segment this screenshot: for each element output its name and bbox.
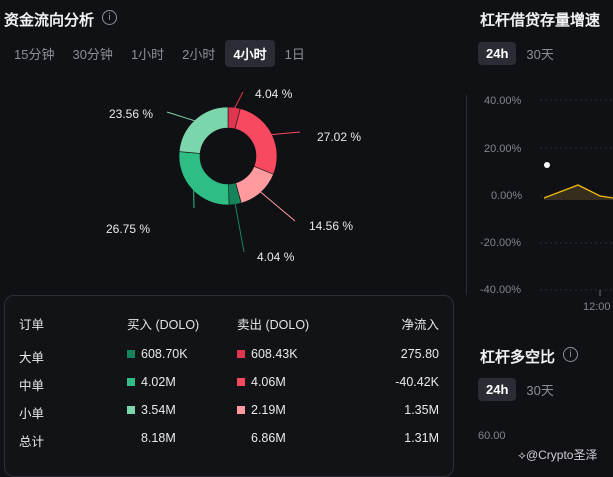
donut-leader-line (235, 202, 244, 252)
borrow-growth-chart (530, 90, 613, 315)
sell-value: 608.43K (251, 347, 298, 361)
header-sell: 卖出 (DOLO) (237, 314, 309, 333)
data-point (544, 162, 550, 168)
tab-1d[interactable]: 1日 (277, 40, 313, 67)
header-buy: 买入 (DOLO) (127, 314, 199, 333)
net-value: 275.80 (401, 347, 439, 361)
header-order: 订单 (19, 314, 44, 333)
interval-tabs: 15分钟 30分钟 1小时 2小时 4小时 1日 (6, 40, 315, 67)
y-axis-label: -40.00% (480, 284, 521, 296)
tab-1h[interactable]: 1小时 (123, 40, 172, 67)
y-axis-label: -20.00% (480, 237, 521, 249)
table-header: 订单 买入 (DOLO) 卖出 (DOLO) 净流入 (5, 314, 453, 334)
total-net: 1.31M (404, 431, 439, 445)
buy-value: 608.70K (141, 347, 188, 361)
info-icon[interactable]: i (563, 347, 578, 362)
y-axis-label: 0.00% (491, 190, 522, 202)
watermark-text: @Crypto圣泽 (526, 448, 598, 462)
x-axis-label: 12:00 (583, 301, 611, 313)
donut-label-sell-large: 4.04 % (255, 87, 292, 101)
donut-label-sell-small: 14.56 % (309, 219, 353, 233)
info-icon[interactable]: i (102, 10, 117, 25)
donut-leader-line (270, 132, 300, 135)
fund-flow-donut (0, 80, 460, 280)
donut-label-buy-medium: 26.75 % (106, 222, 150, 236)
total-sell: 6.86M (237, 431, 286, 445)
table-total-row: 总计 8.18M 6.86M 1.31M (5, 431, 453, 451)
borrow-growth-title: 杠杆借贷存量增速 (480, 9, 600, 30)
row-label: 大单 (19, 347, 44, 366)
donut-label-buy-large: 4.04 % (257, 250, 294, 264)
buy-value: 3.54M (141, 403, 176, 417)
tab-borrow-24h[interactable]: 24h (478, 42, 516, 65)
watermark-icon: ⟡ (518, 448, 526, 462)
table-row: 小单 3.54M 2.19M 1.35M (5, 403, 453, 423)
total-label: 总计 (19, 431, 44, 450)
tab-2h[interactable]: 2小时 (174, 40, 223, 67)
buy-color-swatch (127, 350, 135, 358)
table-row: 中单 4.02M 4.06M -40.42K (5, 375, 453, 395)
borrow-tabs: 24h 30天 (478, 40, 564, 67)
donut-segment-buy-small (179, 107, 228, 153)
sell-value: 2.19M (251, 403, 286, 417)
sell-color-swatch (237, 406, 245, 414)
buy-color-swatch (127, 406, 135, 414)
net-value: 1.35M (404, 403, 439, 417)
donut-leader-line (167, 112, 196, 121)
donut-label-buy-small: 23.56 % (109, 107, 153, 121)
sell-color-swatch (237, 378, 245, 386)
buy-value: 4.02M (141, 375, 176, 389)
donut-segment-sell-medium (235, 109, 277, 175)
series-area (544, 185, 613, 200)
donut-leader-line (259, 191, 295, 221)
watermark: ⟡@Crypto圣泽 (516, 446, 599, 463)
fund-flow-title: 资金流向分析 (4, 9, 94, 30)
tab-ratio-30d[interactable]: 30天 (518, 376, 561, 403)
ratio-tabs: 24h 30天 (478, 376, 564, 403)
header-net: 净流入 (401, 314, 439, 333)
tab-30m[interactable]: 30分钟 (64, 40, 120, 67)
tab-4h[interactable]: 4小时 (225, 40, 274, 67)
donut-label-sell-medium: 27.02 % (317, 130, 361, 144)
total-buy: 8.18M (127, 431, 176, 445)
tab-15m[interactable]: 15分钟 (6, 40, 62, 67)
y-axis-label: 40.00% (484, 95, 521, 107)
donut-segment-buy-medium (179, 152, 229, 205)
table-row: 大单 608.70K 608.43K 275.80 (5, 347, 453, 367)
ratio-y-axis-label: 60.00 (478, 430, 506, 442)
y-axis-label: 20.00% (484, 143, 521, 155)
long-short-ratio-title: 杠杆多空比 (480, 346, 555, 367)
row-label: 中单 (19, 375, 44, 394)
tab-borrow-30d[interactable]: 30天 (518, 40, 561, 67)
sell-value: 4.06M (251, 375, 286, 389)
row-label: 小单 (19, 403, 44, 422)
order-flow-table: 订单 买入 (DOLO) 卖出 (DOLO) 净流入 大单 608.70K 60… (4, 295, 454, 477)
buy-color-swatch (127, 378, 135, 386)
tab-ratio-24h[interactable]: 24h (478, 378, 516, 401)
chart-divider (466, 95, 467, 295)
sell-color-swatch (237, 350, 245, 358)
net-value: -40.42K (395, 375, 439, 389)
donut-leader-line (234, 92, 243, 109)
